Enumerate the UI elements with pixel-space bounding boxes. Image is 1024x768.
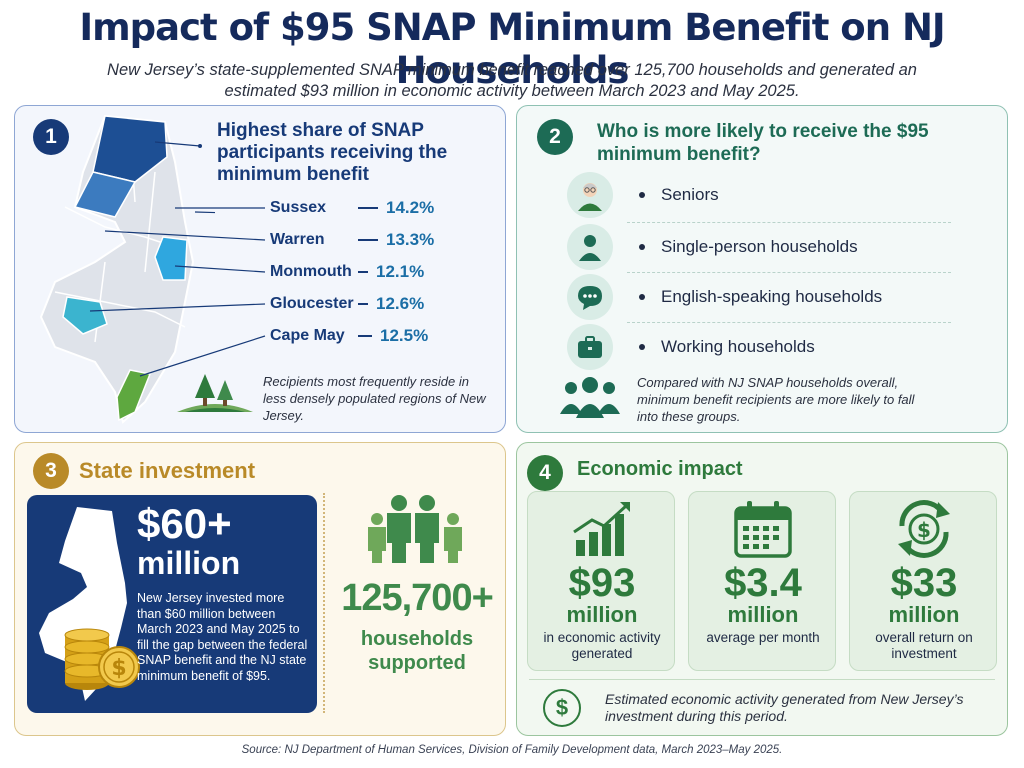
section-number: 1	[33, 119, 69, 155]
person-icon	[567, 224, 613, 270]
panel-economic-impact: 4 Economic impact $93 million in economi…	[516, 442, 1008, 736]
stat-description: average per month	[706, 630, 820, 645]
stat-card: $3.4 million average per month	[688, 491, 836, 671]
bar-chart-growth-icon	[573, 502, 630, 556]
group-row: Working households	[567, 324, 951, 370]
group-row: Seniors	[567, 172, 951, 218]
county-value: 12.1%	[376, 262, 425, 281]
group-label: Seniors	[661, 185, 719, 204]
group-row: English-speaking households	[567, 274, 951, 320]
panel-demographics: 2 Who is more likely to receive the $95 …	[516, 105, 1008, 433]
group-label: Single-person households	[661, 237, 858, 256]
stat-unit: million	[727, 602, 799, 627]
county-name: Monmouth	[270, 263, 352, 280]
county-value: 12.6%	[376, 294, 425, 313]
page-subtitle: New Jersey’s state-supplemented SNAP min…	[107, 61, 917, 100]
households-number: 125,700+	[341, 577, 494, 619]
panel4-note: Estimated economic activity generated fr…	[605, 691, 964, 724]
gloucester-county	[62, 296, 108, 335]
coin-stack-icon: $	[64, 628, 140, 690]
family-icon	[368, 495, 462, 563]
people-group-icon	[560, 377, 620, 418]
divider	[529, 679, 995, 680]
trees-icon	[177, 374, 253, 412]
stat-unit: million	[566, 602, 638, 627]
county-value: 14.2%	[386, 198, 435, 217]
leader-lines	[89, 207, 266, 377]
stat-value: $93	[568, 561, 636, 605]
stat-card: $ $33 million overall return on investme…	[849, 491, 997, 671]
monmouth-county	[154, 236, 188, 281]
divider	[323, 493, 325, 713]
section-number: 3	[33, 453, 69, 489]
warren-county	[73, 171, 137, 218]
investment-unit: million	[137, 545, 241, 581]
stat-value: $33	[890, 561, 958, 605]
county-row: Warren 13.3%	[270, 229, 434, 251]
panel2-heading: Who is more likely to receive the $95 mi…	[597, 121, 929, 165]
stat-value: $3.4	[724, 561, 802, 605]
investment-amount: $60+	[137, 500, 232, 547]
briefcase-icon	[567, 324, 613, 370]
county-row: Gloucester 12.6%	[270, 293, 424, 315]
panel3-heading: State investment	[79, 458, 256, 483]
stat-description: in economic activity generated	[543, 630, 661, 661]
county-row: Cape May 12.5%	[270, 325, 428, 347]
svg-text:$: $	[111, 656, 126, 681]
source-note: Source: NJ Department of Human Services,…	[241, 744, 783, 756]
dollar-cycle-icon: $	[898, 500, 950, 558]
section-number: 2	[537, 119, 573, 155]
panel-county-share: 1 Highest share of SNAP participants rec…	[14, 105, 506, 433]
county-value: 13.3%	[386, 230, 435, 249]
svg-text:$: $	[917, 518, 931, 542]
stat-unit: million	[888, 602, 960, 627]
dollar-icon: $	[543, 689, 581, 727]
county-name: Gloucester	[270, 295, 354, 312]
panel2-note: Compared with NJ SNAP households overall…	[637, 375, 915, 424]
panel4-heading: Economic impact	[577, 458, 743, 480]
county-row: Sussex 14.2%	[270, 197, 434, 219]
page-title: Impact of $95 SNAP Minimum Benefit on NJ…	[79, 6, 945, 92]
stat-description: overall return on investment	[875, 630, 973, 661]
investment-description: New Jersey invested more than $60 millio…	[137, 591, 308, 683]
panel1-heading: Highest share of SNAP participants recei…	[217, 120, 448, 185]
senior-icon	[567, 172, 613, 218]
county-name: Sussex	[270, 199, 327, 216]
group-row: Single-person households	[567, 224, 951, 270]
panel1-note: Recipients most frequently reside in les…	[263, 374, 486, 423]
county-row: Monmouth 12.1%	[270, 261, 424, 283]
county-name: Cape May	[270, 327, 345, 344]
section-number: 4	[527, 455, 563, 491]
sussex-county	[92, 115, 168, 183]
panel-state-investment: 3 State investment $ $60+ million New Je…	[14, 442, 506, 736]
county-name: Warren	[270, 231, 325, 248]
calendar-icon	[734, 501, 792, 558]
investment-card: $ $60+ million New Jersey invested more …	[27, 495, 317, 713]
new-jersey-map-icon	[39, 114, 215, 424]
stat-card: $93 million in economic activity generat…	[527, 491, 675, 671]
households-label: households supported	[360, 628, 474, 674]
group-label: English-speaking households	[661, 287, 883, 306]
group-label: Working households	[661, 337, 815, 356]
county-value: 12.5%	[380, 326, 429, 345]
speech-bubble-icon	[567, 274, 613, 320]
